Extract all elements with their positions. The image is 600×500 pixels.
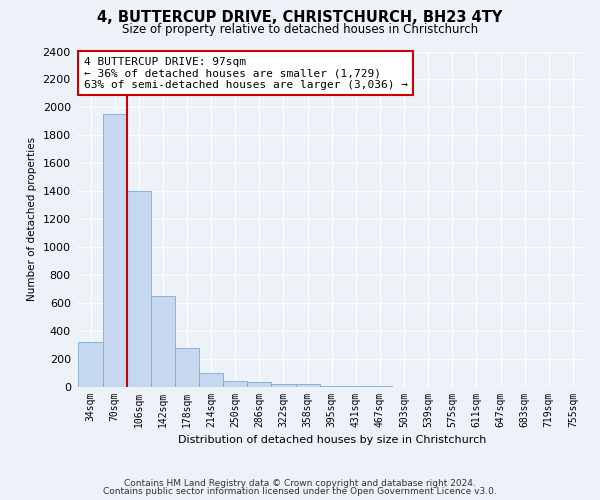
Text: Size of property relative to detached houses in Christchurch: Size of property relative to detached ho… [122, 22, 478, 36]
Bar [175, 348, 199, 387]
Text: 4 BUTTERCUP DRIVE: 97sqm
← 36% of detached houses are smaller (1,729)
63% of sem: 4 BUTTERCUP DRIVE: 97sqm ← 36% of detach… [83, 56, 407, 90]
Bar [151, 296, 175, 386]
Bar [247, 382, 271, 386]
Text: 4, BUTTERCUP DRIVE, CHRISTCHURCH, BH23 4TY: 4, BUTTERCUP DRIVE, CHRISTCHURCH, BH23 4… [97, 10, 503, 25]
Bar [296, 384, 320, 386]
Bar [127, 191, 151, 386]
Bar [199, 372, 223, 386]
Bar [271, 384, 296, 386]
Y-axis label: Number of detached properties: Number of detached properties [27, 137, 37, 301]
Text: Contains public sector information licensed under the Open Government Licence v3: Contains public sector information licen… [103, 487, 497, 496]
Bar [103, 114, 127, 386]
Bar [223, 381, 247, 386]
Bar [79, 342, 103, 386]
Text: Contains HM Land Registry data © Crown copyright and database right 2024.: Contains HM Land Registry data © Crown c… [124, 478, 476, 488]
X-axis label: Distribution of detached houses by size in Christchurch: Distribution of detached houses by size … [178, 435, 486, 445]
